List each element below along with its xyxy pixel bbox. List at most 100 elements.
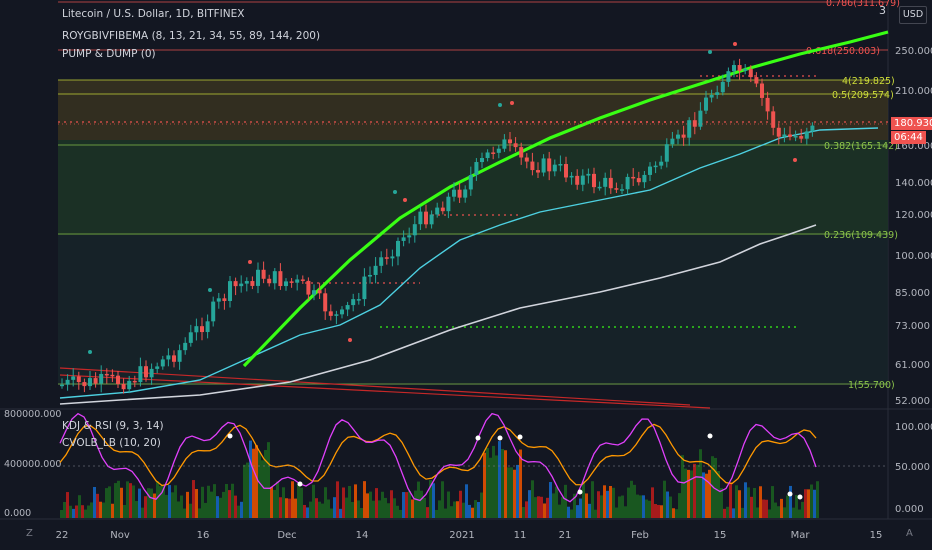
candle-body [188, 332, 193, 343]
indicator-pump-dump-legend[interactable]: PUMP & DUMP (0) [62, 48, 156, 60]
candle-body [620, 189, 624, 191]
candle-body [804, 131, 809, 139]
candle-body [771, 111, 776, 128]
volume-bar [333, 497, 336, 518]
volume-bar [144, 496, 147, 518]
auto-scale-button[interactable]: A [906, 528, 913, 539]
indicator-kdj-rsi-legend[interactable]: KDJ & RSI (9, 3, 14) [62, 420, 164, 432]
price-axis-label: 100.000 [895, 251, 932, 262]
volume-bar [171, 492, 174, 518]
volume-bar [765, 499, 768, 518]
ema-fib-trend-line [242, 30, 889, 368]
volume-bar [552, 493, 555, 518]
ema-200-line [59, 224, 817, 405]
price-axis-label: 52.000 [895, 396, 930, 407]
volume-bar [414, 490, 417, 518]
volume-bar [507, 467, 510, 518]
symbol-title: Litecoin / U.S. Dollar, 1D, BITFINEX [62, 8, 245, 20]
candle-body [435, 207, 440, 215]
candle-body [642, 174, 647, 183]
volume-bar [555, 486, 558, 518]
volume-bar [618, 496, 621, 518]
volume-bar [750, 496, 753, 518]
volume-bar [492, 445, 495, 518]
candle-body [110, 374, 115, 377]
candle-body [272, 271, 277, 284]
volume-bar [603, 485, 606, 518]
candle-body [412, 224, 417, 236]
volume-bar [390, 490, 393, 518]
candle-body [569, 175, 574, 178]
candle-body [211, 301, 216, 322]
candle-body [362, 276, 367, 300]
volume-bar [468, 504, 471, 518]
volume-bar [669, 496, 672, 518]
osc-signal-dot [517, 434, 523, 440]
volume-bar [435, 509, 438, 518]
candle-body [250, 281, 255, 286]
candle-body [737, 65, 742, 71]
candle-body [776, 127, 781, 137]
price-axis-label: 160.000 [895, 141, 932, 152]
candle-body [82, 382, 87, 387]
volume-bar [741, 507, 744, 518]
volume-bar [627, 487, 630, 518]
volume-bar [147, 488, 150, 518]
volume-bar [723, 508, 726, 518]
volume-bar [645, 499, 648, 518]
candle-body [149, 368, 154, 378]
candle-body [597, 186, 602, 189]
candle-body [334, 314, 339, 316]
volume-bar [672, 508, 675, 518]
candle-body [228, 281, 232, 301]
volume-bar [153, 493, 156, 518]
volume-bar [756, 507, 759, 518]
volume-bar [498, 441, 501, 518]
volume-bar [180, 495, 183, 518]
volume-bar [405, 492, 408, 518]
volume-bar [201, 486, 204, 518]
candle-body [580, 175, 585, 185]
candle-body [172, 355, 176, 362]
volume-bar [648, 500, 651, 518]
volume-bar [768, 509, 771, 518]
currency-button[interactable]: USD [899, 6, 927, 24]
volume-bar [84, 509, 87, 518]
volume-bar [744, 482, 747, 518]
candle-body [625, 176, 630, 190]
volume-bar [246, 462, 249, 518]
volume-bar [360, 507, 363, 518]
volume-bar [411, 499, 414, 518]
volume-bar [282, 487, 285, 518]
candle-body [323, 293, 328, 312]
price-axis-label: 85.000 [895, 288, 930, 299]
volume-bar [615, 507, 618, 518]
volume-bar [159, 486, 162, 518]
candle-body [121, 383, 126, 390]
indicator-cvolb-legend[interactable]: CVOLB_LB (10, 20) [62, 437, 161, 449]
volume-bar [657, 504, 660, 518]
candle-body [155, 366, 160, 369]
signal-marker [733, 42, 737, 46]
goto-start-button[interactable]: Z [26, 528, 33, 539]
volume-bar [324, 487, 327, 518]
volume-axis-label: 400000.000 [4, 459, 61, 470]
volume-bar [399, 509, 402, 518]
volume-bar [351, 501, 354, 518]
volume-bar [462, 502, 465, 518]
volume-bar [780, 498, 783, 518]
candle-body [284, 281, 288, 287]
indicator-roygbivfibema-legend[interactable]: ROYGBIVFIBEMA (8, 13, 21, 34, 55, 89, 14… [62, 30, 321, 42]
volume-bar [330, 508, 333, 518]
candle-body [519, 147, 524, 158]
candle-body [104, 373, 109, 376]
volume-bar [720, 488, 723, 518]
volume-bar [804, 489, 807, 518]
price-axis-label: 250.000 [895, 46, 932, 57]
volume-bar [357, 500, 360, 518]
candle-body [306, 280, 311, 295]
signal-marker [498, 103, 502, 107]
volume-bar [591, 481, 594, 518]
volume-bar [354, 484, 357, 518]
